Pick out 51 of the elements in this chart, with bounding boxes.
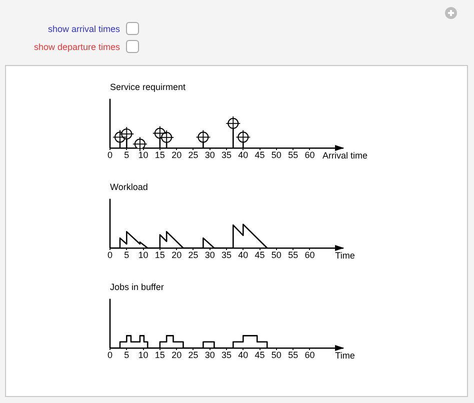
x-tick-label: 30 bbox=[204, 350, 215, 360]
x-tick-label: 30 bbox=[204, 250, 215, 260]
x-tick-label: 25 bbox=[188, 350, 198, 360]
point bbox=[132, 136, 148, 152]
x-tick-label: 40 bbox=[238, 350, 248, 360]
x-tick-label: 0 bbox=[107, 250, 113, 260]
chart-title: Workload bbox=[110, 182, 148, 192]
x-tick-label: 50 bbox=[271, 250, 282, 260]
x-tick-label: 20 bbox=[172, 250, 182, 260]
x-tick-label: 5 bbox=[124, 350, 130, 360]
plus-icon[interactable] bbox=[445, 7, 457, 19]
x-tick-label: 15 bbox=[154, 150, 165, 160]
text: show arrival times bbox=[48, 23, 120, 36]
x-tick-label: 45 bbox=[254, 350, 265, 360]
x-tick-label: 20 bbox=[172, 350, 182, 360]
x-tick-label: 60 bbox=[304, 150, 315, 160]
checkbox[interactable] bbox=[126, 40, 139, 53]
x-tick-label: 60 bbox=[304, 350, 315, 360]
x-tick-label: 35 bbox=[221, 150, 232, 160]
x-tick-label: 50 bbox=[271, 350, 282, 360]
x-axis-title: Time bbox=[335, 250, 355, 260]
x-tick-label: 10 bbox=[138, 150, 148, 160]
x-tick-label: 55 bbox=[288, 150, 298, 160]
x-axis-title: Arrival time bbox=[322, 150, 368, 160]
x-tick-label: 20 bbox=[172, 150, 182, 160]
x-tick-label: 55 bbox=[288, 350, 298, 360]
x-tick-label: 40 bbox=[238, 150, 248, 160]
x-axis-title: Time bbox=[335, 350, 355, 360]
chart-title: Service requirment bbox=[110, 82, 186, 92]
x-tick-label: 50 bbox=[271, 150, 282, 160]
x-tick-label: 35 bbox=[221, 350, 232, 360]
x-tick-label: 5 bbox=[124, 250, 130, 260]
x-tick-label: 0 bbox=[107, 350, 113, 360]
x-tick-label: 55 bbox=[288, 250, 298, 260]
x-tick-label: 25 bbox=[188, 150, 198, 160]
text: show departure times bbox=[34, 41, 120, 54]
chart-title: Jobs in buffer bbox=[110, 282, 164, 292]
x-tick-label: 15 bbox=[154, 350, 165, 360]
x-tick-label: 0 bbox=[107, 150, 113, 160]
x-tick-label: 10 bbox=[138, 250, 148, 260]
x-tick-label: 30 bbox=[204, 150, 215, 160]
x-tick-label: 15 bbox=[154, 250, 165, 260]
checkbox[interactable] bbox=[126, 22, 139, 35]
x-tick-label: 35 bbox=[221, 250, 232, 260]
x-tick-label: 60 bbox=[304, 250, 315, 260]
x-tick-label: 40 bbox=[238, 250, 248, 260]
x-tick-label: 45 bbox=[254, 150, 265, 160]
x-tick-label: 5 bbox=[124, 150, 130, 160]
x-tick-label: 10 bbox=[138, 350, 148, 360]
x-tick-label: 25 bbox=[188, 250, 198, 260]
x-tick-label: 45 bbox=[254, 250, 265, 260]
